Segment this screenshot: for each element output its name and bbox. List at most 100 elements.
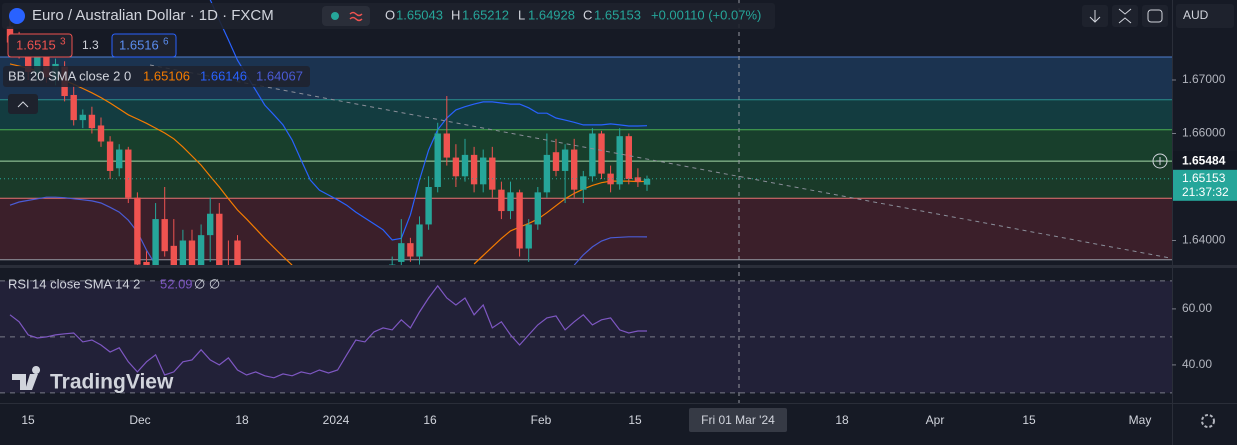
- icon: [17, 101, 29, 108]
- candle-body: [143, 261, 150, 265]
- candle-body: [543, 154, 551, 193]
- x-tick-label: 16: [423, 413, 437, 427]
- candle-body: [170, 245, 177, 265]
- candle-body: [407, 243, 414, 257]
- x-tick-label: May: [1129, 413, 1152, 427]
- ohlc-label: O: [385, 7, 395, 22]
- level-label-bg: [1173, 151, 1237, 172]
- candle-body: [34, 55, 41, 74]
- candle-body: [470, 154, 478, 185]
- indicator-value: 52.09: [160, 276, 193, 291]
- buy-price: 1.6516: [119, 37, 159, 52]
- indicator-name: RSI: [8, 276, 30, 291]
- sell-pip: 3: [60, 37, 66, 48]
- rsi-line: [9, 284, 647, 379]
- candle-body: [452, 157, 460, 177]
- candle-body: [534, 192, 541, 225]
- y-tick-label: 60.00: [1182, 301, 1212, 315]
- delay-icon: [349, 11, 363, 22]
- add-alert[interactable]: [1152, 153, 1168, 169]
- x-tick-label: 15: [1022, 413, 1036, 427]
- icon: [1118, 8, 1132, 24]
- ohlc-value: 1.65212: [462, 7, 509, 22]
- candle-body: [389, 264, 396, 265]
- candle-body: [507, 192, 514, 212]
- rsi-pane: [0, 280, 1172, 394]
- crosshair-date: Fri 01 Mar '24: [701, 413, 775, 427]
- indicator-value: 1.64067: [256, 68, 303, 83]
- candle-body: [79, 114, 86, 121]
- icon: [1089, 10, 1101, 23]
- ohlc-label: C: [583, 7, 592, 22]
- market-status: [331, 12, 339, 20]
- x-tick-label: 18: [835, 413, 849, 427]
- candle-body: [134, 197, 141, 265]
- candle-body: [489, 157, 496, 190]
- zone: [0, 198, 1172, 260]
- ohlc-label: L: [518, 7, 525, 22]
- buy-pip: 6: [163, 37, 169, 48]
- candle-body: [634, 177, 642, 182]
- candle-body: [461, 154, 469, 177]
- candle-body: [480, 157, 487, 185]
- rsi-band: [0, 280, 1172, 393]
- candle-body: [425, 186, 432, 225]
- ohlc-value: 1.65153: [594, 7, 641, 22]
- change: +0.00110 (+0.07%): [651, 7, 761, 22]
- candle-body: [25, 53, 32, 72]
- candle-body: [207, 213, 214, 236]
- watermark: TradingView: [50, 371, 174, 394]
- x-tick-label: Apr: [926, 413, 945, 427]
- sell-button[interactable]: [7, 33, 73, 58]
- x-tick-label: Dec: [129, 413, 150, 427]
- level-label: 1.65484: [1182, 153, 1226, 167]
- countdown: 21:37:32: [1182, 185, 1229, 199]
- trend-line: [149, 64, 1171, 259]
- candle-body: [525, 224, 532, 249]
- collapse-legend[interactable]: [8, 94, 38, 114]
- ohlc-value: 1.64928: [528, 7, 575, 22]
- sell-price: 1.6515: [16, 37, 56, 52]
- y-tick-label: 40.00: [1182, 357, 1212, 371]
- price-label-bg: [1173, 169, 1237, 201]
- x-tick-label: 18: [235, 413, 249, 427]
- candle-body: [116, 149, 123, 169]
- price-label: 1.65153: [1182, 171, 1226, 185]
- candle-body: [516, 192, 523, 249]
- candle-body: [216, 213, 223, 265]
- crosshair-date-bg: [689, 408, 787, 432]
- indicator-params: 14 close SMA 14 2: [32, 276, 140, 291]
- ohlc-value: 1.65043: [396, 7, 443, 22]
- restore-button[interactable]: [1142, 5, 1168, 27]
- x-tick-label: 2024: [323, 413, 350, 427]
- candle-body: [125, 149, 132, 198]
- candle-body: [607, 173, 614, 185]
- candle-body: [552, 152, 560, 171]
- indicator-value: 1.65106: [143, 68, 190, 83]
- header-bg: [2, 3, 775, 29]
- price-pane: [0, 0, 1172, 265]
- indicator-name: BB: [8, 68, 25, 83]
- collapse-button[interactable]: [1112, 5, 1138, 27]
- spread: 1.3: [82, 38, 99, 52]
- buy-button[interactable]: [111, 33, 177, 58]
- candle-body: [561, 149, 569, 171]
- candle-body: [434, 133, 441, 187]
- icon: [1156, 157, 1164, 165]
- candle-body: [106, 141, 114, 171]
- icon: [1147, 9, 1163, 23]
- x-tick-label: 15: [628, 413, 642, 427]
- settings[interactable]: [1201, 414, 1215, 428]
- indicator-extra: ∅ ∅: [194, 276, 220, 291]
- y-tick-label: 1.64000: [1182, 233, 1226, 247]
- candle-body: [416, 224, 423, 257]
- bb-line: [9, 196, 648, 265]
- symbol-title: Euro / Australian Dollar · 1D · FXCM: [32, 7, 274, 24]
- zone: [0, 129, 1172, 162]
- currency-select[interactable]: [1176, 4, 1234, 28]
- candle-body: [161, 219, 168, 252]
- candle-body: [598, 133, 605, 174]
- candle-body: [179, 240, 187, 265]
